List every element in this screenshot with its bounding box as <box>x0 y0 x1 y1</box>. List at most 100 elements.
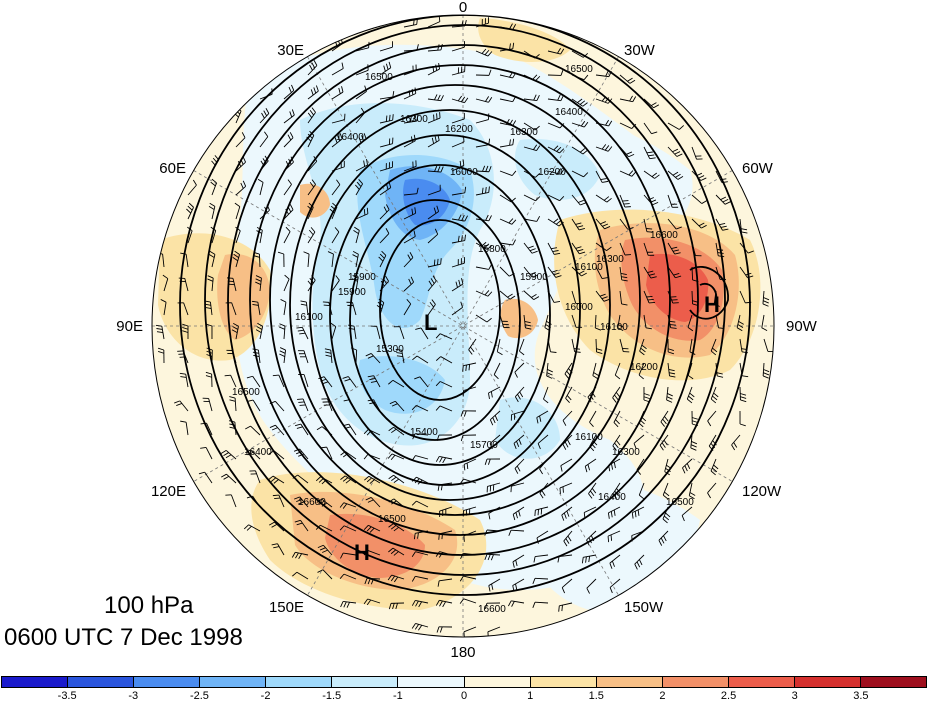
wind-barb <box>595 218 611 230</box>
longitude-label: 90W <box>786 318 818 335</box>
wind-barb <box>547 338 557 353</box>
wind-barb <box>667 122 685 130</box>
longitude-label: 120E <box>151 483 186 500</box>
contour-label: 16300 <box>510 127 538 138</box>
wind-barb <box>331 160 345 172</box>
contour-label: 16500 <box>565 64 593 75</box>
contour-label: 15700 <box>470 440 498 451</box>
wind-barb <box>435 381 453 388</box>
wind-barb <box>279 347 287 364</box>
contour-label: 15900 <box>520 272 548 283</box>
colorbar-tick-label: -2.5 <box>189 690 209 702</box>
wind-barb <box>508 529 525 536</box>
wind-barb <box>200 446 213 460</box>
wind-barb <box>253 251 261 268</box>
wind-barb <box>667 242 681 255</box>
wind-barb <box>179 372 189 388</box>
wind-barb <box>707 482 717 499</box>
wind-barb <box>427 134 440 148</box>
wind-barb <box>739 242 754 254</box>
longitude-label: 0 <box>459 0 467 16</box>
wind-barb <box>592 362 599 380</box>
wind-barb <box>403 299 412 316</box>
longitude-label: 120W <box>742 483 782 500</box>
wind-barb <box>460 434 477 442</box>
wind-barb <box>547 69 564 76</box>
wind-barb <box>451 41 465 52</box>
wind-barb <box>451 112 465 124</box>
wind-barb <box>403 87 417 100</box>
wind-barb <box>339 502 357 509</box>
wind-barb <box>257 178 264 196</box>
wind-barb <box>177 350 189 364</box>
wind-barb <box>207 275 214 292</box>
wind-barb <box>331 179 341 196</box>
wind-barb <box>427 94 444 102</box>
wind-barb <box>297 398 309 412</box>
wind-barb <box>561 578 573 594</box>
anomaly-neg-core-2 <box>358 356 445 414</box>
wind-barb <box>180 252 189 268</box>
wind-barb <box>451 135 465 148</box>
wind-barb <box>403 134 416 148</box>
wind-barb <box>547 122 565 129</box>
wind-barb <box>715 362 724 378</box>
wind-barb <box>499 290 516 300</box>
wind-barb <box>412 355 429 364</box>
wind-barb <box>427 275 437 292</box>
wind-barb <box>200 422 213 436</box>
wind-barb <box>363 429 381 436</box>
wind-barb <box>731 434 741 451</box>
wind-barb <box>451 159 465 172</box>
wind-barb <box>388 498 405 508</box>
wind-barb <box>346 301 357 316</box>
wind-barb <box>451 186 467 196</box>
wind-barb <box>609 578 621 594</box>
wind-barb <box>293 448 309 460</box>
wind-barb <box>691 410 699 427</box>
wind-barb <box>283 84 295 100</box>
wind-barb <box>631 506 645 519</box>
contour-label: 16300 <box>596 254 624 265</box>
contour-label: 16400 <box>555 107 583 118</box>
wind-barb <box>571 266 587 277</box>
wind-barb <box>533 554 549 563</box>
wind-barb <box>283 109 295 124</box>
colorbar-segment <box>68 677 135 687</box>
wind-barb <box>235 226 241 244</box>
wind-barb <box>475 138 491 148</box>
colorbar-segment <box>464 677 531 687</box>
wind-barb <box>388 474 405 484</box>
wind-barb <box>736 314 744 332</box>
wind-barb <box>595 266 609 279</box>
wind-barb <box>691 266 699 283</box>
wind-barb <box>162 274 169 292</box>
wind-barb <box>612 482 621 499</box>
wind-barb <box>488 386 501 400</box>
colorbar-tick-label: -3 <box>128 690 139 702</box>
wind-barb <box>643 170 660 179</box>
wind-barb <box>363 598 381 606</box>
contour-label: 16200 <box>445 124 473 135</box>
contour-label: 16600 <box>298 497 326 508</box>
longitude-label: 150W <box>624 599 664 616</box>
wind-barb <box>403 230 416 244</box>
wind-barb <box>204 300 213 316</box>
wind-barb <box>547 290 561 303</box>
wind-barb <box>667 290 679 304</box>
wind-barb <box>208 202 216 220</box>
wind-barb <box>350 347 358 364</box>
wind-barb <box>320 446 333 460</box>
wind-barb <box>403 252 414 268</box>
wind-barb <box>523 266 538 278</box>
wind-barb <box>379 228 390 244</box>
colorbar-segment <box>861 677 927 687</box>
wind-barb <box>435 333 453 340</box>
wind-barb <box>439 506 453 518</box>
wind-barb <box>252 348 261 364</box>
wind-barb <box>571 50 589 58</box>
wind-barb <box>710 458 719 476</box>
wind-barb <box>475 113 490 124</box>
contour-label: 15800 <box>478 244 506 255</box>
wind-barb <box>475 214 492 222</box>
